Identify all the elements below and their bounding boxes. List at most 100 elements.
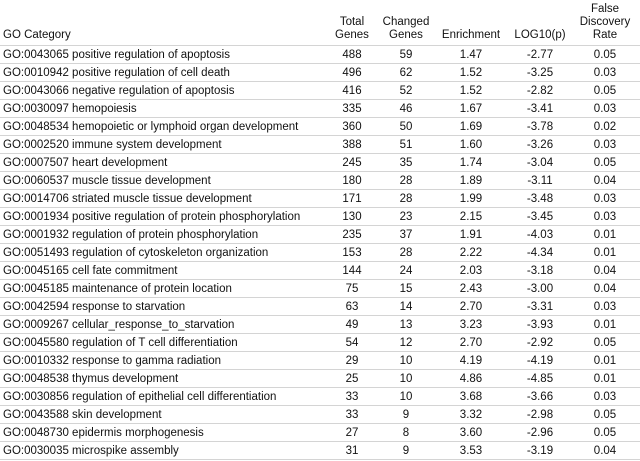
value-cell: 28 [399,193,413,205]
category-cell: GO:0001934 positive regulation of protei… [3,211,301,223]
value-cell: 0.04 [593,265,617,277]
value-cell: 3.68 [459,391,483,403]
value-cell: 0.03 [593,67,617,79]
value-cell: -4.85 [526,373,554,385]
header-line: GO Category [3,29,71,41]
value-cell: 28 [399,247,413,259]
header-line: Changed [382,16,430,28]
category-cell: GO:0045185 maintenance of protein locati… [3,283,232,295]
value-cell: 27 [345,427,359,439]
value-cell: 0.03 [593,391,617,403]
value-cell: -4.34 [526,247,554,259]
value-cell: 14 [399,301,413,313]
value-cell: -3.45 [526,211,554,223]
value-cell: 28 [399,175,413,187]
value-cell: 2.70 [459,301,483,313]
value-cell: 0.01 [593,373,617,385]
value-cell: 0.03 [593,103,617,115]
value-cell: 1.67 [459,103,483,115]
header-line: Enrichment [441,29,501,41]
column-header: False Discovery Rate [565,3,640,42]
value-cell: 51 [399,139,413,151]
value-cell: -3.78 [526,121,554,133]
row-divider [0,441,640,442]
value-cell: 4.86 [459,373,483,385]
value-cell: -3.00 [526,283,554,295]
value-cell: 50 [399,121,413,133]
value-cell: 1.47 [459,49,483,61]
category-cell: GO:0048534 hemopoietic or lymphoid organ… [3,121,299,133]
row-divider [0,153,640,154]
category-cell: GO:0043066 negative regulation of apopto… [3,85,235,97]
category-cell: GO:0014706 striated muscle tissue develo… [3,193,252,205]
category-cell: GO:0042594 response to starvation [3,301,186,313]
category-cell: GO:0010942 positive regulation of cell d… [3,67,230,79]
value-cell: -2.82 [526,85,554,97]
value-cell: 0.02 [593,121,617,133]
value-cell: 2.03 [459,265,483,277]
category-cell: GO:0048730 epidermis morphogenesis [3,427,204,439]
row-divider [0,351,640,352]
value-cell: 35 [399,157,413,169]
header-line: False [590,3,620,15]
value-cell: 52 [399,85,413,97]
category-cell: GO:0043065 positive regulation of apopto… [3,49,230,61]
row-divider [0,189,640,190]
row-divider [0,459,640,460]
value-cell: 0.04 [593,445,617,457]
row-divider [0,207,640,208]
value-cell: 4.19 [459,355,483,367]
value-cell: -3.18 [526,265,554,277]
value-cell: 1.91 [459,229,483,241]
row-divider [0,171,640,172]
value-cell: 24 [399,265,413,277]
value-cell: -3.11 [527,175,553,187]
value-cell: 0.03 [593,193,617,205]
category-cell: GO:0045165 cell fate commitment [3,265,178,277]
value-cell: -3.25 [526,67,554,79]
category-cell: GO:0060537 muscle tissue development [3,175,211,187]
value-cell: 9 [402,409,410,421]
value-cell: 180 [342,175,362,187]
value-cell: 0.01 [593,319,617,331]
value-cell: 46 [399,103,413,115]
value-cell: 0.01 [593,247,617,259]
value-cell: -3.31 [526,301,554,313]
value-cell: 10 [399,373,413,385]
row-divider [0,81,640,82]
value-cell: 31 [345,445,359,457]
column-header: LOG10(p) [500,29,580,42]
category-cell: GO:0007507 heart development [3,157,168,169]
category-cell: GO:0030856 regulation of epithelial cell… [3,391,277,403]
row-divider [0,261,640,262]
value-cell: -3.19 [526,445,554,457]
column-header: Total Genes [312,16,392,42]
header-line: Genes [389,29,423,41]
value-cell: -3.48 [526,193,554,205]
row-divider [0,243,640,244]
value-cell: -2.77 [526,49,554,61]
value-cell: 2.43 [459,283,483,295]
row-divider [0,333,640,334]
value-cell: 12 [399,337,413,349]
row-divider [0,225,640,226]
value-cell: 0.05 [593,85,617,97]
value-cell: -4.19 [526,355,554,367]
row-divider [0,45,640,46]
value-cell: 0.03 [593,301,617,313]
category-cell: GO:0048538 thymus development [3,373,179,385]
value-cell: 10 [399,391,413,403]
value-cell: 13 [399,319,413,331]
value-cell: 1.69 [459,121,483,133]
value-cell: -3.66 [526,391,554,403]
value-cell: 15 [399,283,413,295]
value-cell: 488 [342,49,362,61]
header-line: Discovery [579,16,631,28]
value-cell: 235 [342,229,362,241]
value-cell: 0.01 [593,229,617,241]
value-cell: 33 [345,409,359,421]
row-divider [0,405,640,406]
table-header: GO Category Total Genes Changed Genes Enrichm… [0,0,640,45]
category-cell: GO:0030035 microspike assembly [3,445,179,457]
